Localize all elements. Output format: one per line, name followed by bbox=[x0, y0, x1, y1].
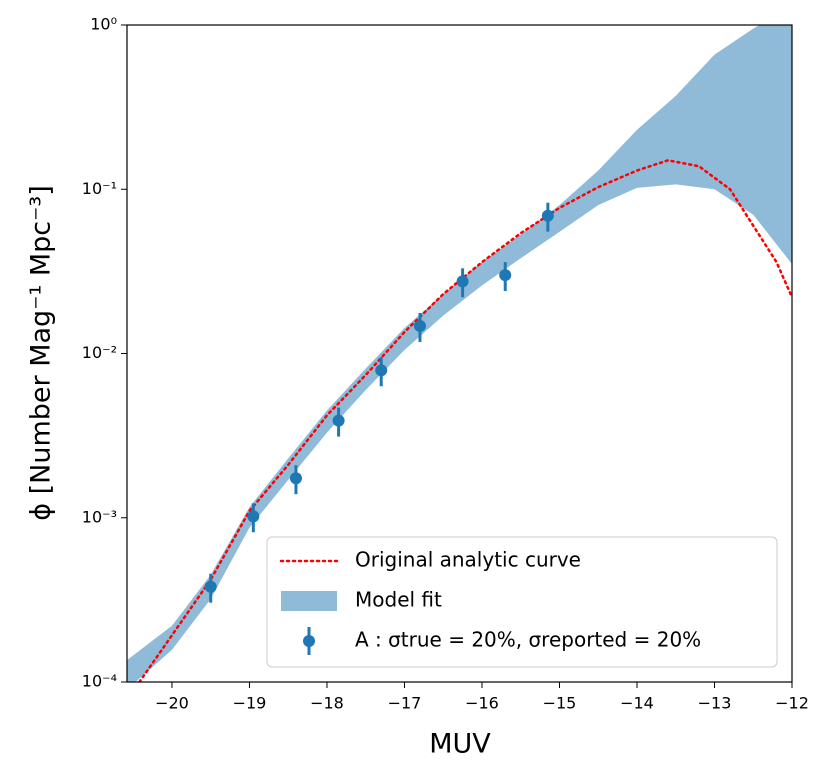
data-point bbox=[332, 414, 345, 427]
x-tick-label: −12 bbox=[775, 694, 809, 713]
data-point bbox=[413, 320, 426, 333]
x-axis-label: MUV bbox=[429, 729, 491, 760]
curve bbox=[138, 159, 792, 682]
legend-swatch bbox=[303, 635, 315, 647]
data-point bbox=[499, 269, 512, 282]
x-tick-label: −16 bbox=[465, 694, 499, 713]
y-tick-label: 10⁻¹ bbox=[82, 179, 117, 198]
data-point bbox=[456, 275, 469, 288]
x-tick-label: −15 bbox=[543, 694, 577, 713]
data-point bbox=[289, 472, 302, 485]
x-tick-label: −13 bbox=[698, 694, 732, 713]
data-point bbox=[247, 510, 260, 523]
legend-label: A : σtrue = 20%, σreported = 20% bbox=[355, 628, 701, 652]
x-tick-label: −17 bbox=[388, 694, 422, 713]
legend-swatch bbox=[281, 591, 337, 611]
legend-box bbox=[266, 536, 778, 668]
y-tick-label: 10⁰ bbox=[90, 15, 117, 34]
x-tick-label: −14 bbox=[620, 694, 654, 713]
x-tick-label: −19 bbox=[233, 694, 267, 713]
legend-label: Original analytic curve bbox=[355, 548, 581, 572]
data-point bbox=[375, 364, 388, 377]
y-tick-label: 10⁻³ bbox=[82, 507, 117, 526]
y-tick-label: 10⁻⁴ bbox=[82, 672, 117, 691]
x-tick-label: −20 bbox=[155, 694, 189, 713]
y-tick-label: 10⁻² bbox=[82, 343, 117, 362]
model-band bbox=[127, 25, 792, 682]
data-point bbox=[204, 580, 217, 593]
x-tick-label: −18 bbox=[310, 694, 344, 713]
y-axis-label: ϕ [Number Mag⁻¹ Mpc⁻³] bbox=[26, 185, 57, 521]
data-point bbox=[541, 209, 554, 222]
legend-label: Model fit bbox=[355, 588, 442, 612]
